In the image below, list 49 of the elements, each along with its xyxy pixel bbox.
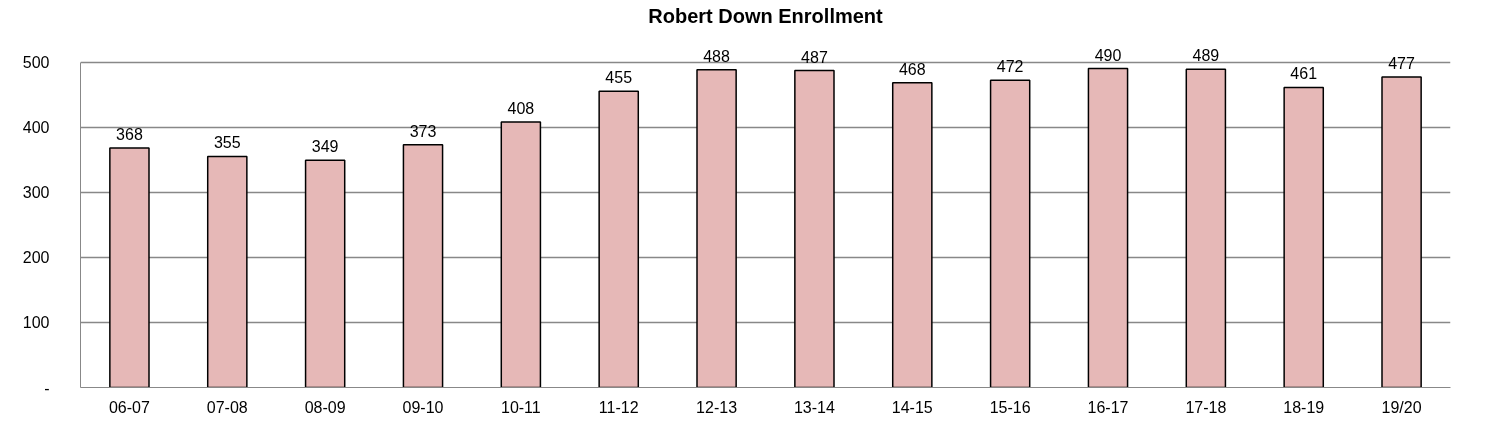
data-label: 349 xyxy=(311,138,339,156)
x-tick-label: 12-13 xyxy=(696,398,738,416)
x-tick-label: 06-07 xyxy=(108,398,150,416)
bar xyxy=(206,155,248,388)
data-label: 477 xyxy=(1388,55,1416,73)
bar xyxy=(696,69,737,388)
data-label: 488 xyxy=(703,47,731,65)
bar xyxy=(989,79,1031,388)
x-tick-label: 09-10 xyxy=(402,398,444,416)
data-label: 373 xyxy=(409,122,437,140)
data-label: 355 xyxy=(213,134,241,152)
data-label: 489 xyxy=(1192,47,1220,65)
x-tick-label: 11-12 xyxy=(598,398,639,416)
bar xyxy=(1381,76,1422,388)
y-tick-label: 100 xyxy=(22,314,50,332)
data-label: 490 xyxy=(1094,46,1122,64)
x-tick-label: 07-08 xyxy=(206,398,248,416)
bar xyxy=(1087,67,1129,388)
data-label: 408 xyxy=(507,99,535,117)
x-tick-label: 13-14 xyxy=(793,398,835,416)
chart-title: Robert Down Enrollment xyxy=(648,5,884,27)
x-tick-label: 16-17 xyxy=(1087,398,1129,416)
data-label: 468 xyxy=(898,60,926,78)
x-tick-label: 08-09 xyxy=(304,398,346,416)
x-tick-label: 17-18 xyxy=(1185,398,1227,416)
bar xyxy=(1283,86,1325,388)
bar xyxy=(304,159,346,388)
x-tick-label: 15-16 xyxy=(989,398,1031,416)
bar xyxy=(1185,68,1227,388)
data-label: 368 xyxy=(116,125,143,143)
bar xyxy=(402,143,444,388)
x-tick-label: 18-19 xyxy=(1283,398,1325,416)
x-tick-label: 10-11 xyxy=(500,398,541,416)
y-tick-label: 300 xyxy=(22,184,50,202)
y-tick-label: 200 xyxy=(22,249,50,267)
data-label: 487 xyxy=(801,48,828,66)
data-label: 472 xyxy=(996,58,1024,76)
data-label: 461 xyxy=(1290,65,1318,83)
bar xyxy=(794,69,835,388)
bar xyxy=(891,82,933,388)
bar xyxy=(109,147,150,388)
bar xyxy=(500,121,542,388)
y-tick-label: - xyxy=(44,379,50,397)
x-tick-label: 14-15 xyxy=(891,398,933,416)
y-tick-label: 500 xyxy=(22,54,50,72)
y-tick-label: 400 xyxy=(22,119,50,137)
data-label: 455 xyxy=(605,69,633,87)
x-tick-label: 19/20 xyxy=(1381,398,1422,416)
bar xyxy=(598,90,640,388)
